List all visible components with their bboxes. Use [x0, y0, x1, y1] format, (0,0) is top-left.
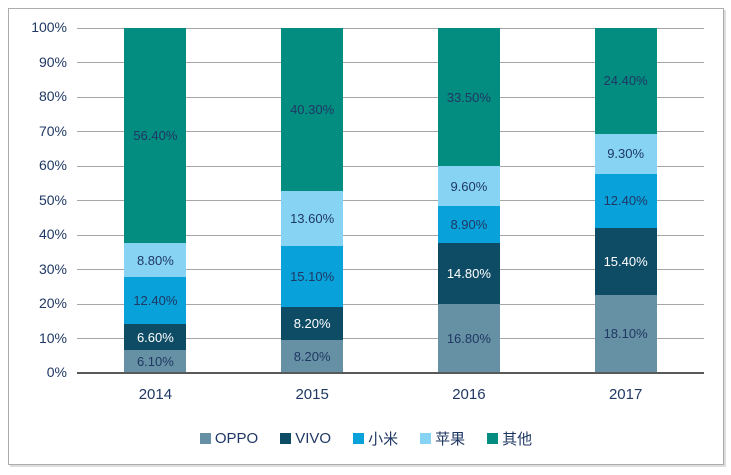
legend-swatch: [199, 433, 211, 444]
legend-swatch: [420, 433, 432, 444]
x-axis: 2014 2015 2016 2017: [77, 386, 704, 403]
value-label: 8.20%: [293, 348, 331, 364]
bar-segment: 8.20%: [281, 339, 344, 373]
legend-item: OPPO: [199, 430, 259, 447]
bar-slot: 56.40% 8.80% 12.40% 6.60% 6.10%: [77, 28, 234, 373]
value-label: 33.50%: [446, 89, 491, 105]
y-axis-tick-label: 40%: [38, 226, 67, 242]
legend-label: 其他: [502, 431, 533, 448]
x-axis-line: [77, 372, 704, 374]
value-label: 8.80%: [136, 252, 174, 268]
y-axis-tick-label: 90%: [38, 53, 67, 70]
legend-item: VIVO: [280, 430, 331, 447]
bar-segment: 13.60%: [281, 190, 344, 246]
y-axis-tick-label: 0%: [46, 364, 67, 380]
bar-segment: 16.80%: [437, 303, 500, 373]
legend-item: 小米: [353, 428, 398, 449]
legend-label: 小米: [368, 431, 399, 448]
stacked-bar: 33.50% 9.60% 8.90% 14.80% 16.80%: [437, 28, 500, 373]
gridline: [77, 234, 704, 236]
y-axis-tick-label: 20%: [38, 295, 67, 311]
value-label: 16.80%: [446, 330, 491, 346]
legend-swatch: [280, 433, 292, 444]
value-label: 18.10%: [603, 326, 648, 342]
bar-segment: 24.40%: [594, 28, 657, 134]
bar-segment: 8.80%: [124, 243, 187, 278]
bar-segment: 9.30%: [594, 133, 657, 175]
value-label: 8.20%: [293, 315, 331, 331]
value-label: 40.30%: [290, 101, 335, 117]
x-axis-category-label: 2015: [295, 386, 329, 403]
gridline: [77, 303, 704, 305]
stacked-bar: 56.40% 8.80% 12.40% 6.60% 6.10%: [124, 28, 187, 373]
stacked-bar: 40.30% 13.60% 15.10% 8.20% 8.20%: [281, 28, 344, 373]
value-label: 56.40%: [133, 128, 178, 144]
value-label: 6.60%: [136, 329, 174, 345]
value-label: 15.10%: [290, 268, 335, 284]
gridline: [77, 200, 704, 201]
value-label: 9.60%: [450, 178, 488, 194]
y-axis-tick-label: 80%: [38, 88, 67, 104]
bar-segment: 12.40%: [124, 277, 187, 325]
legend-label: VIVO: [295, 430, 332, 447]
gridline: [77, 62, 704, 63]
x-axis-category-label: 2016: [452, 386, 486, 403]
y-axis-tick-label: 100%: [31, 19, 67, 35]
bar-segment: 8.90%: [437, 205, 500, 243]
value-label: 9.30%: [607, 146, 645, 162]
gridline: [77, 131, 704, 132]
bar-segment: 6.60%: [124, 324, 187, 350]
y-axis-tick-label: 30%: [38, 260, 67, 277]
bar-slot: 24.40% 9.30% 12.40% 15.40% 18.10%: [547, 28, 704, 373]
bar-slot: 33.50% 9.60% 8.90% 14.80% 16.80%: [391, 28, 548, 373]
gridline: [77, 269, 704, 270]
legend-swatch: [487, 433, 499, 444]
bars-group: 56.40% 8.80% 12.40% 6.60% 6.10% 40.30% 13.60% 1…: [77, 28, 704, 373]
bar-segment: 40.30%: [281, 28, 344, 191]
value-label: 14.80%: [446, 265, 491, 281]
bar-segment: 56.40%: [124, 28, 187, 244]
gridline: [77, 96, 704, 98]
bar-segment: 15.40%: [594, 227, 657, 295]
legend-label: OPPO: [214, 430, 259, 447]
value-label: 13.60%: [290, 210, 335, 226]
value-label: 8.90%: [450, 216, 488, 232]
bar-segment: 9.60%: [437, 166, 500, 206]
bar-segment: 12.40%: [594, 174, 657, 228]
x-axis-category-label: 2017: [608, 386, 643, 403]
bar-slot: 40.30% 13.60% 15.10% 8.20% 8.20%: [234, 28, 391, 373]
legend-item: 其他: [487, 428, 532, 449]
bar-segment: 18.10%: [594, 294, 657, 373]
bar-segment: 14.80%: [437, 242, 500, 304]
gridline: [77, 165, 704, 167]
stacked-bar: 24.40% 9.30% 12.40% 15.40% 18.10%: [594, 28, 657, 373]
y-axis-tick-label: 70%: [38, 122, 67, 139]
value-label: 6.10%: [136, 353, 174, 369]
chart-frame: 0% 10% 20% 30% 40% 50% 60% 70% 80% 90% 100% 56.40%…: [8, 8, 724, 465]
legend-item: 苹果: [420, 428, 465, 449]
value-label: 15.40%: [603, 253, 648, 269]
bar-segment: 8.20%: [281, 306, 344, 340]
value-label: 12.40%: [603, 193, 648, 209]
bar-segment: 6.10%: [124, 349, 187, 373]
value-label: 24.40%: [603, 73, 648, 89]
x-axis-category-label: 2014: [138, 386, 173, 403]
gridline: [77, 338, 704, 339]
gridline: [77, 27, 704, 29]
legend: OPPO VIVO 小米 苹果 其他: [9, 428, 723, 449]
value-label: 12.40%: [133, 293, 178, 309]
bar-segment: 15.10%: [281, 245, 344, 307]
y-axis-tick-label: 60%: [38, 157, 67, 173]
y-axis-tick-label: 10%: [38, 329, 67, 346]
y-axis-tick-label: 50%: [38, 191, 67, 208]
plot-area: 56.40% 8.80% 12.40% 6.60% 6.10% 40.30% 13.60% 1…: [77, 27, 704, 374]
bar-segment: 33.50%: [437, 28, 500, 167]
legend-swatch: [353, 433, 365, 444]
legend-label: 苹果: [435, 431, 466, 448]
